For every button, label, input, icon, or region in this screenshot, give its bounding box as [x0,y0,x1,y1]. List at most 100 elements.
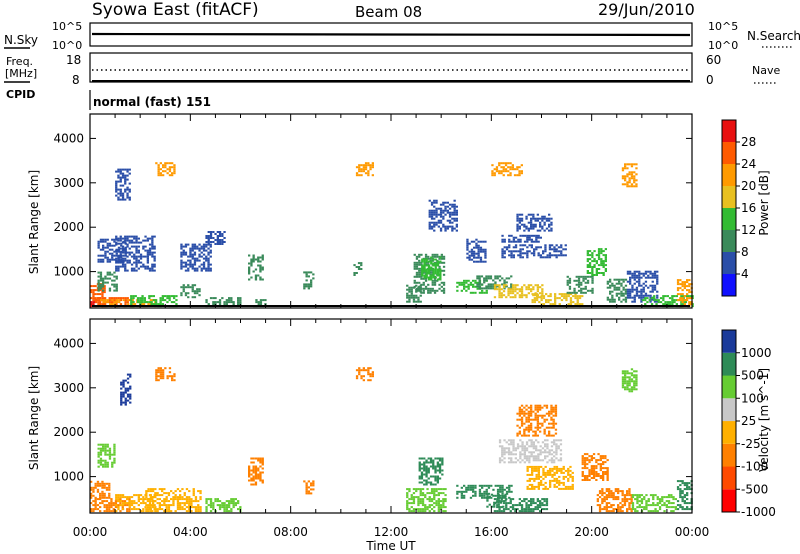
power-pixel [144,265,147,268]
power-pixel [106,273,109,276]
velocity-pixel [119,494,122,497]
velocity-pixel [530,406,533,409]
velocity-pixel [596,494,599,497]
power-pixel [261,278,264,281]
power-pixel [218,299,222,302]
power-pixel [151,251,154,254]
power-pixel [250,264,253,267]
power-pixel [428,221,431,224]
velocity-pixel [525,449,529,452]
power-pixel [97,246,100,249]
power-pixel [551,244,554,247]
velocity-pixel [429,459,433,462]
velocity-pixel [605,504,608,507]
power-pixel [469,291,473,294]
velocity-pixel [628,494,631,497]
velocity-pixel [555,453,558,456]
velocity-pixel [654,508,657,511]
power-pixel [448,207,452,210]
power-pixel [681,289,684,292]
velocity-pixel [194,510,198,513]
xtick-label: 12:00 [374,525,409,539]
velocity-pixel [428,500,431,503]
velocity-pixel [119,498,122,501]
velocity-pixel [633,386,636,389]
power-pixel [463,279,466,282]
power-pixel [436,268,440,271]
velocity-pixel [406,496,409,499]
power-pixel [205,259,208,262]
power-pixel [624,300,628,303]
velocity-pixel [112,502,115,505]
power-pixel [474,285,477,288]
velocity-pixel [232,498,235,501]
power-pixel [155,303,158,306]
power-pixel [588,250,592,253]
velocity-pixel [623,500,627,503]
velocity-pixel [638,496,641,499]
velocity-pixel [505,441,508,444]
velocity-pixel [369,379,372,382]
velocity-pixel [92,488,95,491]
power-pixel [187,292,190,295]
power-pixel [482,250,485,253]
power-pixel [638,276,641,279]
velocity-pixel [592,475,596,477]
velocity-pixel [670,510,673,513]
power-pixel [572,295,575,298]
power-pixel [99,297,102,300]
power-pixel [554,297,557,300]
velocity-pixel [158,506,161,509]
power-pixel [115,241,118,244]
velocity-pixel [424,494,427,497]
velocity-pixel [525,504,528,507]
velocity-pixel [307,486,310,489]
power-pixel [367,164,370,167]
velocity-pixel [523,498,526,501]
velocity-pixel [507,457,511,460]
power-pixel [593,250,596,253]
power-pixel [130,301,133,304]
freq-panel: Freq. [MHz] 18 8 Nave 60 0 [4,52,780,87]
velocity-pixel [438,463,442,466]
velocity-pixel [106,463,109,466]
power-pixel [168,299,171,302]
velocity-pixel [590,459,593,462]
velocity-pixel [228,510,231,513]
velocity-pixel [658,498,662,501]
velocity-pixel [259,459,262,462]
velocity-pixel [101,494,104,497]
power-pixel [606,280,609,283]
power-pixel [580,287,583,290]
velocity-pixel [628,498,631,501]
velocity-pixel [436,465,439,468]
power-pixel [117,239,120,242]
power-pixel [353,272,356,274]
power-pixel [440,289,443,292]
velocity-pixel [419,488,422,491]
velocity-pixel [257,469,260,472]
power-pixel [435,215,438,218]
velocity-pixel [552,414,555,417]
power-pixel [651,274,654,277]
power-pixel [620,278,623,281]
velocity-pixel [539,426,542,429]
velocity-pixel [101,496,104,499]
power-pixel [602,254,605,257]
velocity-pixel [551,479,554,482]
velocity-pixel [99,482,102,485]
power-pixel [453,205,456,208]
velocity-pixel [631,506,635,509]
velocity-pixel [550,461,554,464]
power-pixel [638,284,641,287]
velocity-pixel [630,494,633,497]
power-pixel [259,266,262,269]
power-pixel [157,170,160,173]
power-pixel [142,239,145,242]
power-pixel [514,294,517,297]
velocity-pixel [546,455,549,458]
velocity-pixel [496,500,499,503]
power-pixel [507,162,510,165]
power-pixel [591,277,594,280]
